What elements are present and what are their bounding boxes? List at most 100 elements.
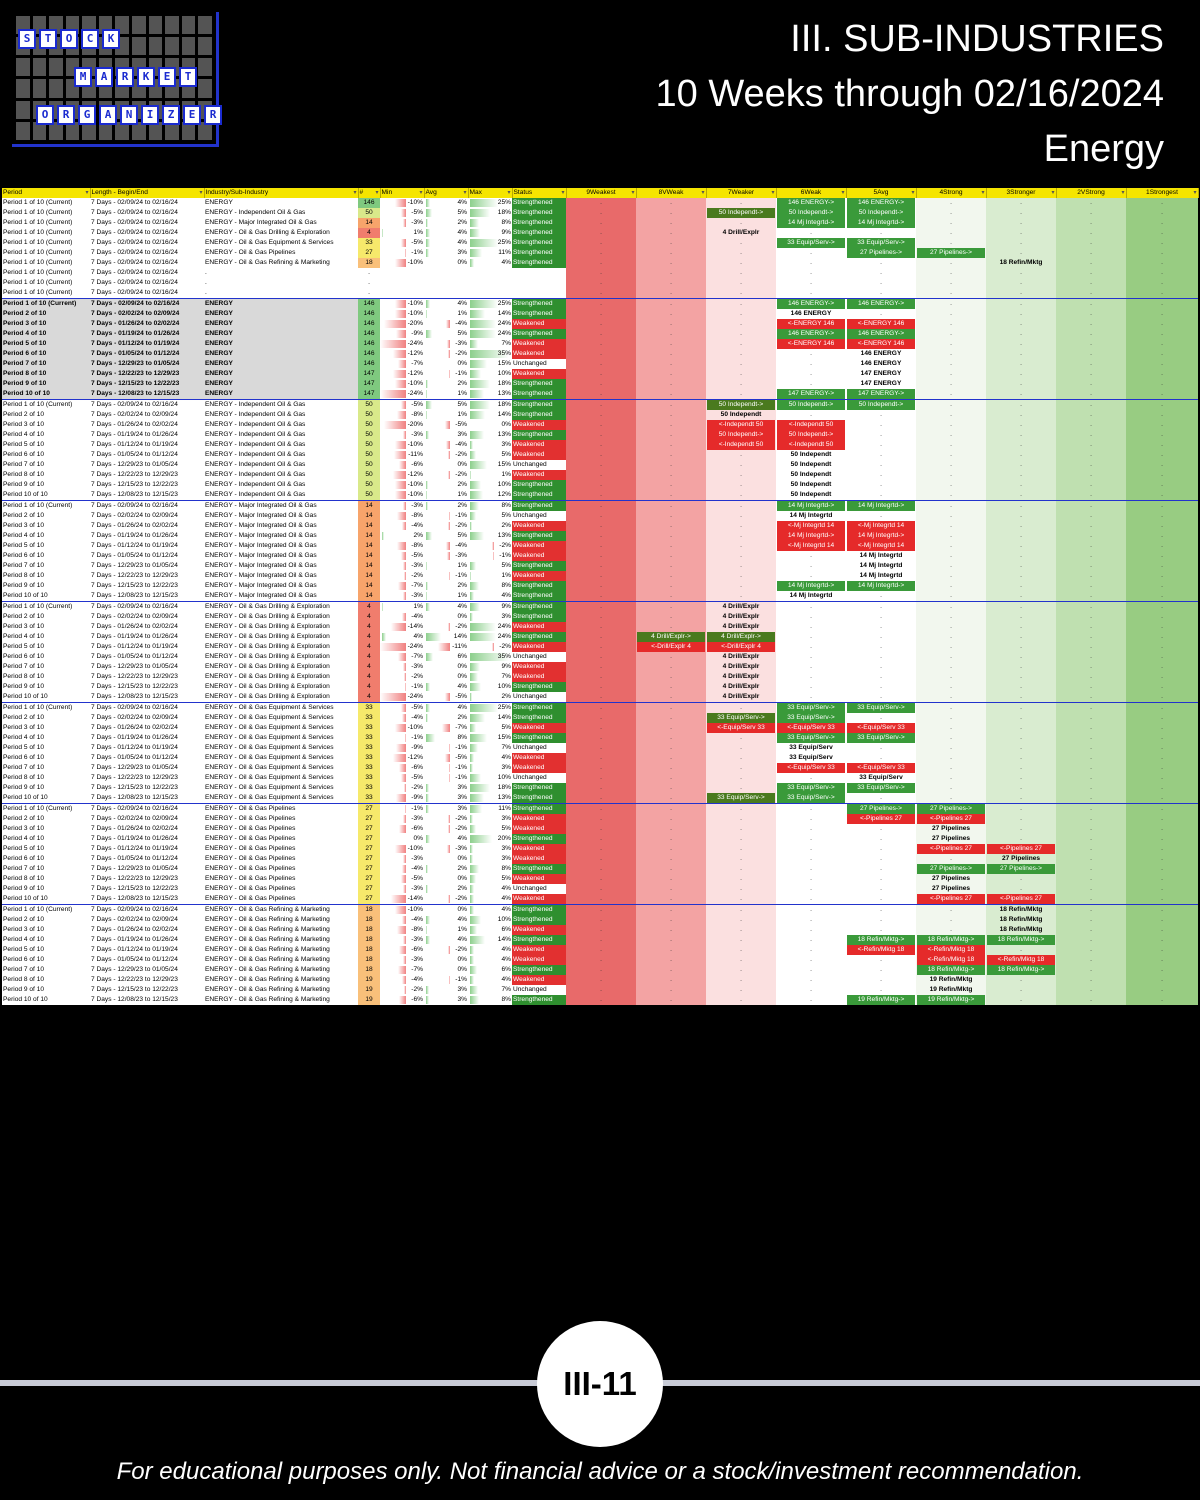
value-bar [392, 350, 406, 358]
rating-cell-9: . [566, 814, 636, 824]
status-cell: Weakened [512, 854, 566, 864]
column-header-filter[interactable]: Length - Begin/End [90, 188, 205, 198]
length-cell: 7 Days - 12/08/23 to 12/15/23 [90, 490, 204, 501]
rating-cell-4: . [916, 470, 986, 480]
value-text: 13% [497, 794, 511, 801]
rating-marker: 50 Independt [790, 471, 832, 478]
rating-cell-2: . [1056, 915, 1126, 925]
count-cell: 33 [358, 702, 380, 713]
rating-cell-2: . [1056, 652, 1126, 662]
rating-cell-9: . [566, 581, 636, 591]
value-text: 15% [497, 734, 511, 741]
rating-cell-1: . [1126, 218, 1198, 228]
period-cell: Period 3 of 10 [2, 622, 90, 632]
table-row: Period 8 of 10 7 Days - 12/22/23 to 12/29… [2, 874, 1198, 884]
column-header-filter[interactable]: 3Stronger [986, 188, 1057, 198]
min-cell: -10% [380, 309, 424, 319]
rating-cell-3: . [986, 339, 1056, 349]
status-cell: Strengthened [512, 864, 566, 874]
value-bar [470, 411, 486, 419]
value-text: 1% [413, 229, 423, 236]
rating-cell-1: . [1126, 440, 1198, 450]
column-header-filter[interactable]: Avg [424, 188, 469, 198]
rating-cell-1: . [1126, 470, 1198, 480]
rating-cell-3: 18 Refin/Mktg [986, 915, 1056, 925]
rating-cell-8: . [636, 359, 706, 369]
rating-marker: <-ENERGY 146 [777, 339, 845, 349]
rating-cell-3: . [986, 298, 1056, 309]
value-text: 5% [501, 875, 511, 882]
rating-cell-8: . [636, 864, 706, 874]
column-header-filter[interactable]: 7Weaker [706, 188, 777, 198]
rating-marker: 27 Pipelines [931, 875, 971, 882]
rating-cell-4: <-Pipelines 27 [916, 844, 986, 854]
count-cell: 18 [358, 965, 380, 975]
column-header-filter[interactable]: 8VWeak [636, 188, 707, 198]
column-header-filter[interactable]: 5Avg [846, 188, 917, 198]
column-header-filter[interactable]: Max [468, 188, 513, 198]
rating-cell-8: . [636, 713, 706, 723]
rating-marker: <-Mj Integrtd 14 [777, 541, 845, 551]
value-text: -4% [411, 522, 423, 529]
column-header-filter[interactable]: Min [380, 188, 425, 198]
max-cell: 4% [468, 975, 512, 985]
min-cell: -24% [380, 389, 424, 400]
column-header-filter[interactable]: Status [512, 188, 567, 198]
rating-cell-5: . [846, 612, 916, 622]
count-cell: 146 [358, 319, 380, 329]
column-header-filter[interactable]: Industry/Sub-Industry [204, 188, 359, 198]
value-text: -7% [411, 582, 423, 589]
value-bar [382, 229, 384, 237]
count-cell: . [358, 288, 380, 299]
length-cell: 7 Days - 02/02/24 to 02/09/24 [90, 814, 204, 824]
status-cell: Strengthened [512, 399, 566, 410]
rating-cell-6: 146 ENERGY-> [776, 198, 846, 208]
count-cell: 27 [358, 248, 380, 258]
rating-cell-2: . [1056, 672, 1126, 682]
rating-cell-2: . [1056, 490, 1126, 501]
min-cell: -4% [380, 975, 424, 985]
value-text: 3% [457, 784, 467, 791]
rating-cell-9: . [566, 450, 636, 460]
rating-marker: 33 Equip/Serv [859, 774, 903, 781]
rating-cell-3: . [986, 430, 1056, 440]
column-header-filter[interactable]: 6Weak [776, 188, 847, 198]
rating-cell-1: . [1126, 925, 1198, 935]
column-header-filter[interactable]: Period [2, 188, 91, 198]
count-cell: 27 [358, 854, 380, 864]
period-cell: Period 2 of 10 [2, 511, 90, 521]
rating-marker: 27 Pipelines-> [987, 864, 1055, 874]
rating-cell-6: 50 Independt-> [776, 399, 846, 410]
rating-cell-2: . [1056, 945, 1126, 955]
count-cell: 18 [358, 904, 380, 915]
value-text: 4% [501, 946, 511, 953]
column-header-filter[interactable]: 9Weakest [566, 188, 637, 198]
column-header-filter[interactable]: 4Strong [916, 188, 987, 198]
column-header-filter[interactable]: 2VStrong [1056, 188, 1127, 198]
rating-cell-4: . [916, 531, 986, 541]
rating-cell-9: . [566, 228, 636, 238]
logo-tile [198, 79, 212, 98]
rating-marker: 146 ENERGY-> [847, 329, 915, 339]
rating-cell-4: . [916, 541, 986, 551]
rating-cell-4: . [916, 521, 986, 531]
value-text: 5% [501, 512, 511, 519]
rating-cell-7: 50 Independt-> [706, 430, 776, 440]
rating-cell-4: . [916, 359, 986, 369]
column-header-filter[interactable]: 1Strongest [1126, 188, 1199, 198]
rating-marker: 27 Pipelines-> [917, 864, 985, 874]
rating-cell-6: . [776, 955, 846, 965]
rating-cell-2: . [1056, 844, 1126, 854]
rating-cell-8: . [636, 500, 706, 511]
value-text: -2% [455, 350, 467, 357]
table-row: Period 1 of 10 (Current) 7 Days - 02/09/2… [2, 601, 1198, 612]
length-cell: 7 Days - 12/08/23 to 12/15/23 [90, 591, 204, 602]
value-text: 4% [457, 835, 467, 842]
period-cell: Period 10 of 10 [2, 591, 90, 602]
rating-cell-4: . [916, 339, 986, 349]
value-bar [470, 259, 475, 267]
rating-cell-6: 14 Mj Integrtd-> [776, 581, 846, 591]
rating-cell-5: . [846, 601, 916, 612]
column-header-filter[interactable]: # [358, 188, 381, 198]
value-text: 25% [497, 239, 511, 246]
